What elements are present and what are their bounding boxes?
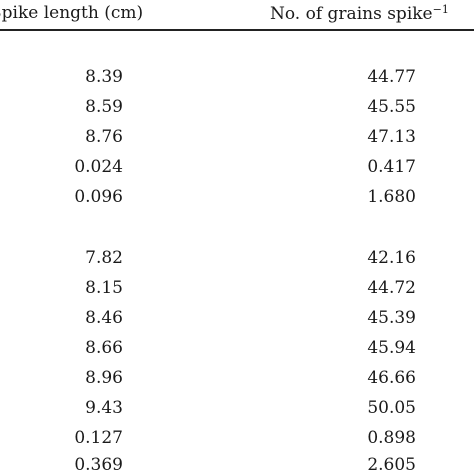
grains-cell: 45.39 [367, 308, 416, 328]
grains-cell: 0.417 [367, 157, 416, 177]
table-row: 8.59 45.55 [0, 97, 474, 123]
table-row: 8.76 47.13 [0, 127, 474, 153]
table-row: 7.82 42.16 [0, 248, 474, 274]
grains-cell: 50.05 [367, 398, 416, 418]
grains-cell: 46.66 [367, 368, 416, 388]
grains-cell: 44.72 [367, 278, 416, 298]
grains-cell: 42.16 [367, 248, 416, 268]
column-header-superscript: −1 [432, 3, 449, 16]
grains-cell: 45.94 [367, 338, 416, 358]
table-row: 8.96 46.66 [0, 368, 474, 394]
spike-length-cell: 8.15 [85, 278, 123, 298]
spike-length-cell: 0.096 [74, 187, 123, 207]
spike-length-cell: 8.76 [85, 127, 123, 147]
column-header-grains-per-spike: No. of grains spike−1 [270, 3, 449, 24]
table-row: 9.43 50.05 [0, 398, 474, 424]
table-row: 8.46 45.39 [0, 308, 474, 334]
table-row: 0.096 1.680 [0, 187, 474, 213]
grains-cell: 44.77 [367, 67, 416, 87]
table-row: 8.15 44.72 [0, 278, 474, 304]
header-rule [0, 29, 474, 31]
table-row: 0.024 0.417 [0, 157, 474, 183]
grains-cell: 2.605 [367, 455, 416, 474]
table-row: 8.39 44.77 [0, 67, 474, 93]
spike-length-cell: 0.369 [74, 455, 123, 474]
grains-cell: 0.898 [367, 428, 416, 448]
spike-length-cell: 8.39 [85, 67, 123, 87]
grains-cell: 1.680 [367, 187, 416, 207]
column-header-spike-length: Spike length (cm) [0, 3, 144, 23]
table-header: Spike length (cm) No. of grains spike−1 [0, 0, 474, 30]
column-header-grains-label: No. of grains spike [270, 4, 433, 24]
table-row: 0.127 0.898 [0, 428, 474, 454]
spike-length-cell: 7.82 [85, 248, 123, 268]
spike-length-cell: 8.66 [85, 338, 123, 358]
grains-cell: 45.55 [367, 97, 416, 117]
table-row: 8.66 45.94 [0, 338, 474, 364]
spike-length-cell: 8.96 [85, 368, 123, 388]
spike-length-cell: 9.43 [85, 398, 123, 418]
spike-length-cell: 0.024 [74, 157, 123, 177]
spike-length-cell: 8.59 [85, 97, 123, 117]
grains-cell: 47.13 [367, 127, 416, 147]
spike-length-cell: 8.46 [85, 308, 123, 328]
spike-length-cell: 0.127 [74, 428, 123, 448]
table-row: 0.369 2.605 [0, 455, 474, 474]
